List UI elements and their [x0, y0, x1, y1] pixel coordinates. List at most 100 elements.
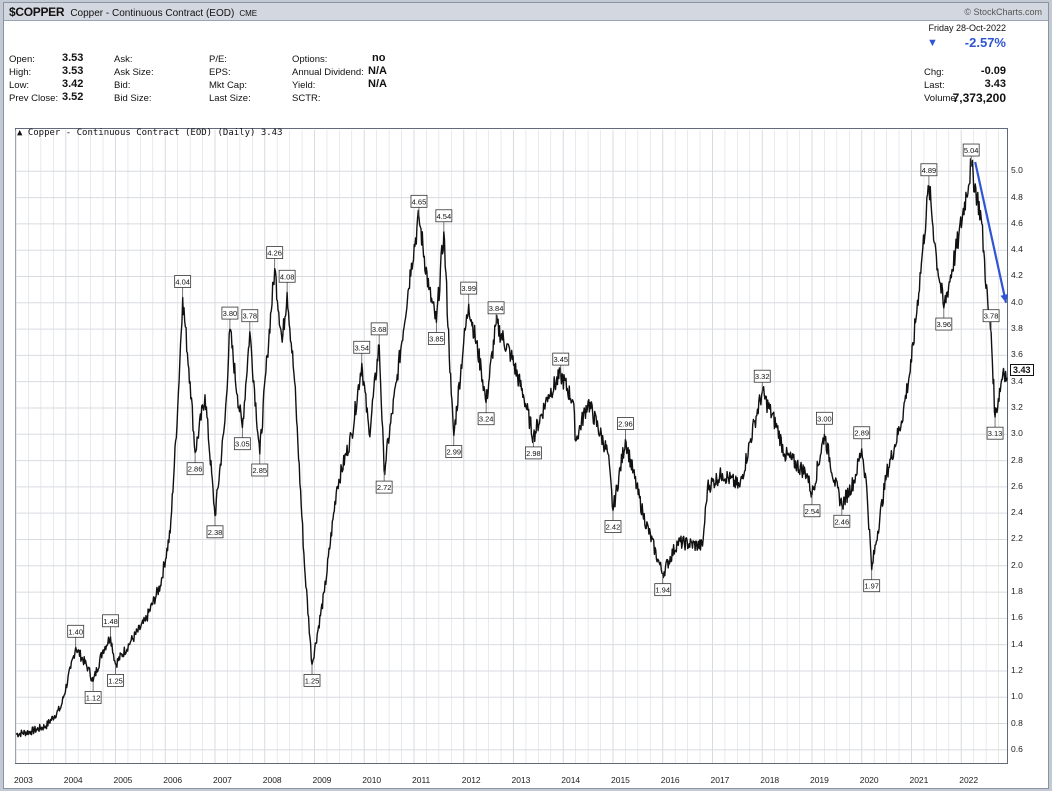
annotation-label: 1.94 — [655, 586, 670, 595]
dividend-label: Annual Dividend: — [292, 67, 364, 78]
series-title: ▲ Copper - Continuous Contract (EOD) (Da… — [17, 128, 283, 138]
x-tick-label: 2011 — [411, 775, 431, 785]
annotation-label: 3.00 — [817, 414, 832, 423]
annotation-box — [803, 504, 821, 518]
x-tick-label: 2003 — [14, 775, 33, 785]
annotation-box — [102, 614, 119, 628]
x-tick-label: 2016 — [660, 775, 680, 785]
x-tick-label: 2004 — [63, 775, 83, 785]
y-tick-label: 3.2 — [1011, 401, 1023, 412]
price-line — [15, 158, 1008, 738]
annotation-label: 2.89 — [854, 429, 869, 438]
x-tick-label: 2005 — [113, 775, 133, 785]
annotation-box — [920, 163, 938, 177]
annotation-label: 2.99 — [446, 448, 461, 457]
x-tick-label: 2018 — [760, 775, 780, 785]
low-label: Low: — [9, 80, 30, 91]
annotation-box — [753, 369, 771, 383]
annotation-box — [863, 579, 881, 593]
x-tick-label: 2013 — [511, 775, 531, 785]
chart-title-bar: $COPPER Copper - Continuous Contract (EO… — [4, 3, 1048, 21]
high-label: High: — [9, 67, 32, 78]
annotation-box — [206, 525, 224, 539]
ask-label: Ask: — [114, 54, 133, 65]
annotation-label: 4.89 — [922, 166, 937, 175]
annotation-label: 3.05 — [235, 440, 250, 449]
annotation-label: 3.80 — [223, 309, 238, 318]
down-triangle-icon: ▼ — [927, 37, 938, 49]
ticker-symbol: $COPPER — [9, 5, 65, 19]
annotation-label: 2.38 — [208, 528, 223, 537]
annotation-label: 1.25 — [108, 676, 123, 685]
annotation-box — [617, 417, 634, 430]
annotation-label: 3.32 — [755, 372, 770, 381]
last-label: Last: — [924, 80, 945, 91]
annotation-box — [67, 624, 85, 638]
annotation-label: 3.84 — [489, 304, 504, 313]
series-legend-icon: ▲ — [17, 128, 23, 138]
change-percent: -2.57% — [964, 35, 1006, 50]
y-tick-label: 1.6 — [1011, 612, 1023, 623]
y-tick-label: 4.2 — [1011, 270, 1023, 281]
y-tick-label: 2.4 — [1011, 507, 1023, 518]
y-tick-label: 1.8 — [1011, 586, 1023, 597]
x-tick-label: 2021 — [909, 775, 929, 785]
options-label: Options: — [292, 54, 328, 65]
y-tick-label: 1.2 — [1011, 664, 1023, 675]
annotation-label: 2.85 — [252, 466, 267, 475]
y-tick-label: 3.6 — [1011, 349, 1023, 360]
mktcap-label: Mkt Cap: — [209, 80, 248, 91]
last-price-badge: 3.43 — [1010, 364, 1034, 376]
annotation-box — [278, 269, 296, 283]
chg-value: -0.09 — [980, 65, 1006, 77]
annotation-box — [962, 143, 980, 157]
y-tick-label: 2.0 — [1011, 559, 1023, 570]
x-tick-label: 2008 — [262, 775, 282, 785]
instrument-description: Copper - Continuous Contract (EOD) — [70, 8, 235, 19]
trend-arrow-line — [974, 161, 1008, 304]
annotation-label: 2.54 — [805, 507, 820, 516]
y-tick-label: 4.8 — [1011, 191, 1023, 202]
x-tick-label: 2014 — [561, 775, 581, 785]
plot-area[interactable] — [15, 128, 1008, 764]
annotation-label: 3.85 — [429, 335, 444, 344]
annotation-box — [935, 317, 953, 331]
asksize-label: Ask Size: — [114, 67, 154, 78]
annotation-label: 3.96 — [937, 320, 952, 329]
sctr-label: SCTR: — [292, 93, 321, 104]
annotation-box — [833, 514, 851, 528]
annotation-label: 3.24 — [479, 415, 494, 424]
x-tick-label: 2019 — [809, 775, 829, 785]
annotation-label: 1.40 — [68, 627, 83, 636]
annotation-box — [853, 426, 871, 440]
brand-watermark: © StockCharts.com — [964, 7, 1042, 17]
high-value: 3.53 — [62, 65, 84, 77]
annotation-box — [410, 194, 428, 208]
annotation-box — [982, 309, 1000, 323]
annotation-label: 3.78 — [984, 312, 999, 321]
eps-label: EPS: — [209, 67, 231, 78]
lastsize-label: Last Size: — [209, 93, 251, 104]
quote-date: Friday 28-Oct-2022 — [928, 23, 1006, 33]
x-tick-label: 2006 — [163, 775, 183, 785]
annotation-box — [375, 480, 393, 494]
open-label: Open: — [9, 54, 35, 65]
y-tick-label: 4.0 — [1011, 296, 1023, 307]
x-tick-label: 2022 — [959, 775, 979, 785]
annotation-box — [435, 209, 453, 223]
annotation-box — [241, 309, 259, 323]
annotation-label: 3.78 — [243, 312, 258, 321]
x-tick-label: 2012 — [461, 775, 481, 785]
annotation-label: 4.08 — [280, 272, 295, 281]
annotation-label: 4.26 — [267, 249, 282, 258]
last-value: 3.43 — [984, 78, 1006, 90]
annotation-box — [266, 246, 284, 260]
annotation-label: 4.65 — [412, 197, 427, 206]
annotation-box — [174, 275, 192, 288]
annotation-box — [84, 691, 102, 704]
y-tick-label: 4.6 — [1011, 217, 1023, 228]
x-tick-label: 2010 — [362, 775, 382, 785]
annotation-label: 1.12 — [86, 693, 101, 702]
y-tick-label: 5.0 — [1011, 165, 1023, 176]
